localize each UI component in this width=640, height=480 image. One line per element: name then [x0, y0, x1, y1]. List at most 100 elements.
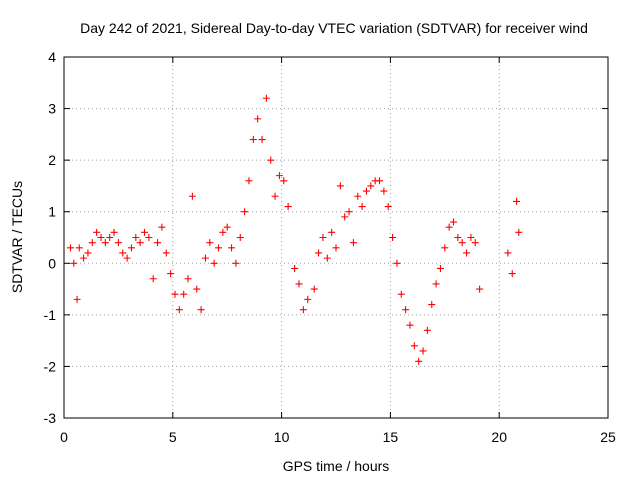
data-point — [141, 228, 149, 236]
data-point — [75, 244, 83, 252]
data-point — [508, 270, 516, 278]
data-point — [349, 239, 357, 247]
data-point — [249, 136, 257, 144]
data-point — [84, 249, 92, 257]
data-point — [158, 223, 166, 231]
data-point — [258, 136, 266, 144]
data-point — [467, 234, 475, 241]
data-point — [67, 244, 75, 252]
data-point — [267, 156, 275, 164]
data-point — [458, 239, 466, 247]
data-point — [299, 306, 307, 314]
y-tick-label: -3 — [44, 410, 57, 426]
data-point — [201, 254, 209, 262]
data-point — [236, 234, 244, 241]
data-point — [291, 264, 299, 272]
data-point — [184, 275, 192, 283]
data-point — [171, 290, 179, 298]
data-point — [393, 259, 401, 267]
x-tick-label: 20 — [491, 429, 507, 445]
y-tick-label: 1 — [48, 204, 56, 220]
data-point — [262, 94, 270, 102]
data-point — [97, 234, 105, 241]
data-point — [154, 239, 162, 247]
y-tick-label: 3 — [48, 101, 56, 117]
data-point — [515, 228, 523, 236]
data-point — [210, 259, 218, 267]
data-point — [332, 244, 340, 252]
data-point — [241, 208, 249, 216]
data-point — [315, 249, 323, 257]
x-tick-labels: 0 5 10 15 20 25 — [60, 429, 616, 445]
data-point — [232, 259, 240, 267]
data-point — [162, 249, 170, 257]
data-point — [428, 301, 436, 309]
axis-ticks — [63, 56, 609, 419]
data-point — [284, 203, 292, 211]
data-point — [295, 280, 303, 288]
data-point — [336, 182, 344, 190]
data-point — [271, 192, 279, 200]
x-axis-label: GPS time / hours — [283, 458, 390, 474]
y-tick-label: 4 — [48, 49, 56, 65]
data-point — [454, 234, 462, 241]
data-point — [245, 177, 253, 185]
data-point — [101, 239, 109, 247]
data-point — [380, 187, 388, 195]
data-point — [228, 244, 236, 252]
y-tick-labels: -3 -2 -1 0 1 2 3 4 — [44, 49, 57, 426]
data-point — [110, 228, 118, 236]
y-tick-label: -1 — [44, 307, 57, 323]
x-tick-label: 5 — [169, 429, 177, 445]
data-point — [132, 234, 140, 241]
data-point — [193, 285, 201, 293]
data-point — [389, 234, 397, 241]
data-point — [354, 192, 362, 200]
data-point — [206, 239, 214, 247]
data-point — [304, 295, 312, 303]
data-point — [145, 234, 153, 241]
data-point — [476, 285, 484, 293]
data-point — [367, 182, 375, 190]
data-point — [406, 321, 414, 329]
y-axis-label: SDTVAR / TECUs — [9, 181, 25, 293]
data-point — [119, 249, 127, 257]
data-point — [415, 357, 423, 365]
data-point — [504, 249, 512, 257]
data-point — [175, 306, 183, 314]
data-point — [445, 223, 453, 231]
data-point — [310, 285, 318, 293]
data-point — [214, 244, 222, 252]
chart-title: Day 242 of 2021, Sidereal Day-to-day VTE… — [80, 20, 588, 36]
data-points — [67, 94, 523, 365]
data-point — [397, 290, 405, 298]
data-point — [432, 280, 440, 288]
data-point — [136, 239, 144, 247]
x-tick-label: 15 — [383, 429, 399, 445]
data-point — [254, 115, 262, 123]
data-point — [362, 187, 370, 195]
plot-frame — [63, 56, 609, 419]
data-point — [463, 249, 471, 257]
y-tick-label: -2 — [44, 358, 57, 374]
data-point — [219, 228, 227, 236]
data-point — [436, 264, 444, 272]
data-point — [280, 177, 288, 185]
data-point — [423, 326, 431, 334]
data-point — [319, 234, 327, 241]
data-point — [341, 213, 349, 221]
x-tick-label: 10 — [274, 429, 290, 445]
data-point — [419, 347, 427, 355]
data-point — [402, 306, 410, 314]
data-point — [328, 228, 336, 236]
data-point — [441, 244, 449, 252]
data-point — [450, 218, 458, 226]
data-point — [384, 203, 392, 211]
data-point — [149, 275, 157, 283]
data-point — [197, 306, 205, 314]
data-point — [410, 342, 418, 350]
data-point — [323, 254, 331, 262]
data-point — [127, 244, 135, 252]
grid-lines — [64, 57, 608, 418]
